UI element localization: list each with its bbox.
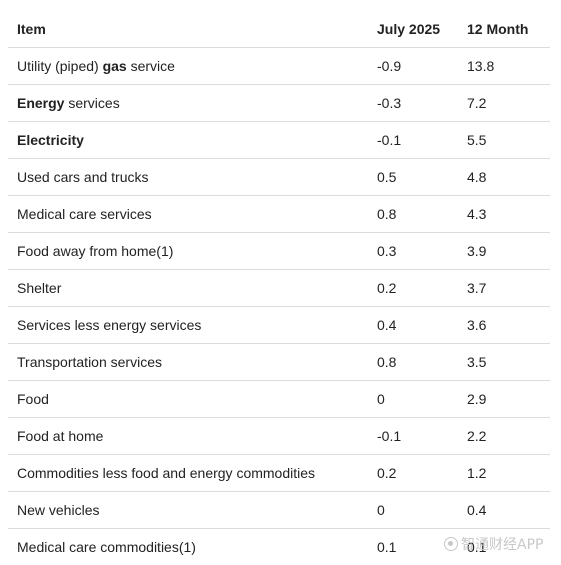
item-text: Shelter [17,280,62,296]
month-change-cell: -0.3 [377,95,402,111]
month-change-cell: 0.5 [377,169,397,185]
item-text: Medical care services [17,206,152,222]
table-row: Services less energy services 0.4 3.6 [8,307,550,344]
item-text: Transportation services [17,354,162,370]
twelve-month-change-cell: 4.3 [467,206,487,222]
item-cell: Commodities less food and energy commodi… [8,465,368,481]
cpi-table: Item July 2025 12 Month Utility (piped) … [8,11,550,565]
item-cell: Electricity [8,132,368,148]
month-change-cell: 0 [377,391,385,407]
watermark: 智通财经APP [444,534,543,554]
twelve-month-change-cell: 3.7 [467,280,487,296]
item-text: Utility (piped) [17,58,103,74]
item-cell: Shelter [8,280,368,296]
table-row: Commodities less food and energy commodi… [8,455,550,492]
twelve-month-change-cell: 3.9 [467,243,487,259]
month-change-cell: 0.1 [377,539,397,555]
item-cell: Services less energy services [8,317,368,333]
item-text-suffix: services [64,95,120,111]
table-row: Medical care services 0.8 4.3 [8,196,550,233]
month-change-cell: 0.2 [377,465,397,481]
table-row: Shelter 0.2 3.7 [8,270,550,307]
item-cell: Food at home [8,428,368,444]
item-text-suffix: service [126,58,175,74]
month-change-cell: 0.4 [377,317,397,333]
table-row: Food away from home(1) 0.3 3.9 [8,233,550,270]
table-header-row: Item July 2025 12 Month [8,11,550,48]
twelve-month-change-cell: 0.4 [467,502,487,518]
twelve-month-change-cell: 7.2 [467,95,487,111]
twelve-month-change-cell: 5.5 [467,132,487,148]
item-cell: Energy services [8,95,368,111]
month-change-cell: 0.8 [377,354,397,370]
month-change-cell: 0.2 [377,280,397,296]
item-cell: Utility (piped) gas service [8,58,368,74]
month-change-cell: -0.1 [377,132,402,148]
header-item: Item [17,21,46,37]
table-row: Energy services -0.3 7.2 [8,85,550,122]
table-row: Used cars and trucks 0.5 4.8 [8,159,550,196]
twelve-month-change-cell: 2.9 [467,391,487,407]
month-change-cell: 0.8 [377,206,397,222]
item-text: Services less energy services [17,317,202,333]
month-change-cell: -0.1 [377,428,402,444]
item-text: Commodities less food and energy commodi… [17,465,316,481]
watermark-logo-icon [444,537,458,551]
item-cell: Transportation services [8,354,368,370]
table-row: Transportation services 0.8 3.5 [8,344,550,381]
item-text: Food [17,391,49,407]
header-month: July 2025 [377,21,441,37]
month-change-cell: -0.9 [377,58,402,74]
item-text: Medical care commodities(1) [17,539,196,555]
item-bold-text: Electricity [17,132,84,148]
twelve-month-change-cell: 13.8 [467,58,495,74]
month-change-cell: 0.3 [377,243,397,259]
item-cell: Used cars and trucks [8,169,368,185]
twelve-month-change-cell: 3.6 [467,317,487,333]
item-text: Food at home [17,428,104,444]
item-text: New vehicles [17,502,100,518]
twelve-month-change-cell: 4.8 [467,169,487,185]
item-bold-text: gas [102,58,127,74]
table-row: New vehicles 0 0.4 [8,492,550,529]
item-cell: Medical care commodities(1) [8,539,368,555]
watermark-text: 智通财经APP [461,537,544,553]
table-row: Electricity -0.1 5.5 [8,122,550,159]
item-text: Food away from home(1) [17,243,174,259]
table-row: Utility (piped) gas service -0.9 13.8 [8,48,550,85]
month-change-cell: 0 [377,502,385,518]
item-cell: Medical care services [8,206,368,222]
item-bold-text: Energy [17,95,65,111]
twelve-month-change-cell: 2.2 [467,428,487,444]
twelve-month-change-cell: 0.1 [467,539,487,555]
item-cell: New vehicles [8,502,368,518]
item-cell: Food [8,391,368,407]
table-row: Food at home -0.1 2.2 [8,418,550,455]
table-row: Food 0 2.9 [8,381,550,418]
item-text: Used cars and trucks [17,169,149,185]
item-cell: Food away from home(1) [8,243,368,259]
twelve-month-change-cell: 1.2 [467,465,487,481]
table-row: Medical care commodities(1) 0.1 0.1 [8,529,550,565]
twelve-month-change-cell: 3.5 [467,354,487,370]
header-12-month: 12 Month [467,21,529,37]
